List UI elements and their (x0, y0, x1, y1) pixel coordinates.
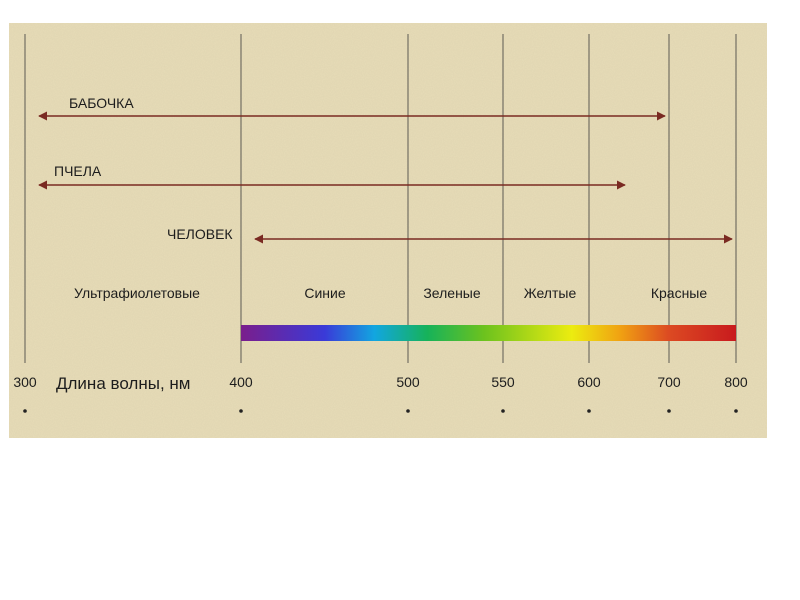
range-label-human: ЧЕЛОВЕК (167, 226, 233, 242)
axis-title: Длина волны, нм (56, 374, 190, 393)
tick-label-700: 700 (657, 374, 681, 390)
range-label-butterfly: БАБОЧКА (69, 95, 134, 111)
diagram-panel: БАБОЧКА ПЧЕЛА ЧЕЛОВЕК Ультрафиолетовые Сини… (9, 23, 767, 438)
band-label-blue: Синие (304, 285, 345, 301)
tick-dot-600 (587, 409, 591, 413)
band-label-red: Красные (651, 285, 708, 301)
tick-label-500: 500 (396, 374, 420, 390)
tick-label-800: 800 (724, 374, 748, 390)
tick-dot-400 (239, 409, 243, 413)
wavelength-diagram: БАБОЧКА ПЧЕЛА ЧЕЛОВЕК Ультрафиолетовые Сини… (9, 23, 767, 438)
tick-label-600: 600 (577, 374, 601, 390)
tick-dot-300 (23, 409, 27, 413)
tick-label-300: 300 (13, 374, 37, 390)
band-label-ultraviolet: Ультрафиолетовые (74, 285, 200, 301)
tick-label-550: 550 (491, 374, 515, 390)
band-label-green: Зеленые (423, 285, 481, 301)
spectrum-bar (241, 325, 736, 341)
tick-dot-800 (734, 409, 738, 413)
tick-dot-700 (667, 409, 671, 413)
range-label-bee: ПЧЕЛА (54, 163, 102, 179)
paper-texture (9, 23, 767, 438)
tick-label-400: 400 (229, 374, 253, 390)
band-label-yellow: Желтые (524, 285, 577, 301)
tick-dot-550 (501, 409, 505, 413)
tick-dot-500 (406, 409, 410, 413)
